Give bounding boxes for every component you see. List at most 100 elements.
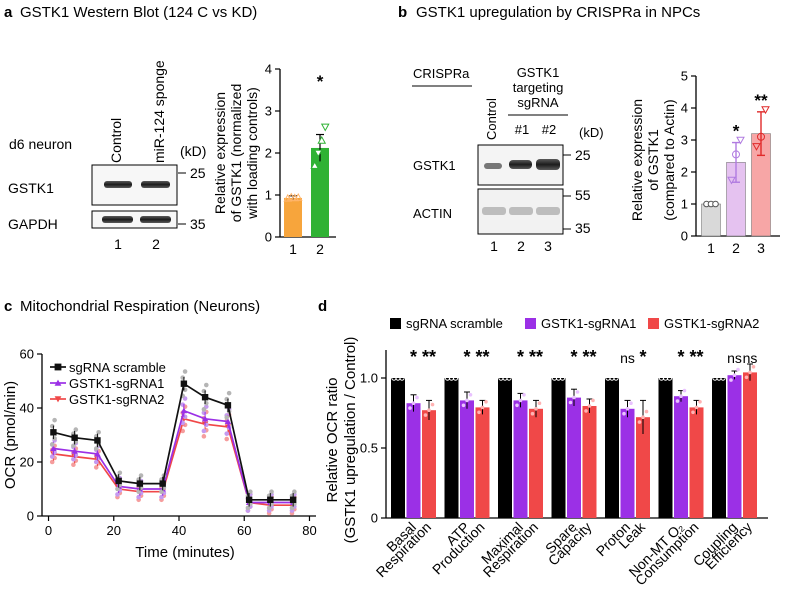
data-point	[159, 480, 166, 487]
chart-c-line: 0 20 40 60 0 20 40 60 80 Time (minutes) OCR (pmol/…	[2, 347, 317, 562]
legend-marker	[54, 379, 62, 386]
significance-mark: *	[410, 347, 417, 367]
replicate-point	[289, 505, 295, 511]
data-point	[534, 407, 538, 411]
data-point	[522, 393, 526, 397]
gstk1-band	[509, 160, 532, 169]
replicate-point	[138, 473, 144, 478]
x-tick-label: 1	[289, 241, 297, 257]
replicate-point	[117, 470, 123, 476]
bar	[605, 378, 619, 518]
panel-b-letter: b	[398, 4, 407, 21]
data-point	[201, 394, 209, 401]
data-point	[694, 405, 699, 410]
significance-mark: **	[475, 347, 489, 367]
x-axis-label: Time (minutes)	[135, 544, 234, 561]
significance-mark: *	[639, 347, 646, 367]
bar	[391, 378, 405, 518]
y-axis-label: (GSTK1 upregulation / Control)	[342, 337, 359, 544]
replicate-point	[93, 459, 99, 465]
data-point	[518, 398, 523, 403]
gstk1-band	[104, 181, 132, 188]
chart-a-bar: 0 1 2 3 4 1 2 * Relative expression of GSTK1 (nor…	[212, 62, 336, 257]
data-point	[712, 200, 719, 208]
y-axis-label: with loading controls)	[244, 87, 260, 220]
y-tick-label: 3	[681, 133, 688, 148]
data-point	[477, 410, 481, 415]
data-point	[568, 400, 573, 405]
legend-swatch	[525, 318, 536, 329]
data-point	[679, 394, 683, 399]
legend-label: sgRNA scramble	[406, 316, 503, 331]
bar	[582, 406, 597, 518]
bar	[674, 396, 688, 518]
targeting-line: sgRNA	[517, 95, 559, 110]
crispra-label: CRISPRa	[413, 66, 470, 81]
replicate-point	[269, 489, 274, 495]
data-point	[313, 149, 323, 158]
gstk1-band	[141, 181, 170, 188]
data-point	[224, 418, 232, 425]
replicate-point	[292, 489, 297, 495]
significance-mark: *	[317, 72, 324, 91]
replicate-point	[49, 454, 55, 459]
x-tick-label: 1	[707, 240, 715, 256]
marker-35: 35	[190, 216, 206, 232]
panel-d-letter: d	[318, 298, 327, 315]
bar	[284, 197, 302, 237]
panel-a-title: GSTK1 Western Blot (124 C vs KD)	[20, 4, 257, 21]
row-label-actin: ACTIN	[413, 206, 452, 221]
data-point	[115, 477, 122, 485]
row-label-gstk1-b: GSTK1	[413, 158, 456, 173]
data-point	[480, 405, 485, 410]
data-point	[736, 367, 740, 372]
lane-header-control: Control	[108, 118, 124, 163]
data-point	[744, 375, 749, 380]
replicate-point	[71, 443, 76, 449]
bar	[712, 378, 726, 518]
y-axis-label: (compared to Actin)	[661, 99, 677, 220]
replicate-point	[201, 428, 207, 434]
data-point	[245, 496, 253, 503]
x-tick-label: 20	[107, 523, 121, 538]
sgrna-id: #1	[515, 122, 529, 137]
data-point	[136, 480, 144, 487]
data-point	[320, 123, 330, 132]
series-line	[53, 409, 294, 504]
gstk1-band	[536, 159, 560, 170]
replicate-point	[93, 446, 99, 451]
bar	[636, 417, 650, 518]
row-label-gapdh: GAPDH	[8, 216, 58, 232]
y-tick-label: 0	[265, 230, 272, 245]
targeting-line: targeting	[513, 80, 564, 95]
y-tick-label: 4	[265, 62, 272, 77]
bar	[422, 410, 436, 518]
legend-marker	[54, 396, 62, 403]
data-point	[310, 161, 320, 169]
data-point	[625, 407, 630, 411]
replicate-point	[182, 369, 188, 374]
replicate-point	[224, 415, 230, 420]
data-point	[748, 370, 752, 375]
bar	[743, 372, 757, 518]
bar	[444, 378, 459, 518]
replicate-point	[248, 489, 253, 495]
significance-mark: ns	[727, 350, 742, 366]
sgrna-id: #2	[542, 122, 556, 137]
significance-mark: *	[463, 347, 470, 367]
y-axis-label: Relative expression	[629, 99, 645, 221]
data-point	[283, 193, 293, 202]
significance-mark: **	[582, 347, 596, 367]
lane-number: 1	[490, 238, 498, 254]
legend-label: GSTK1-sgRNA2	[664, 316, 759, 331]
data-point	[732, 150, 740, 159]
data-point	[408, 406, 412, 410]
data-point	[94, 450, 101, 457]
data-point	[484, 400, 488, 404]
data-point	[94, 437, 101, 444]
y-tick-label: 20	[20, 455, 34, 470]
x-tick-label: 3	[757, 240, 765, 256]
legend-label: GSTK1-sgRNA2	[69, 392, 164, 407]
replicate-point	[115, 486, 120, 492]
y-axis-label: OCR (pmol/min)	[2, 381, 19, 489]
